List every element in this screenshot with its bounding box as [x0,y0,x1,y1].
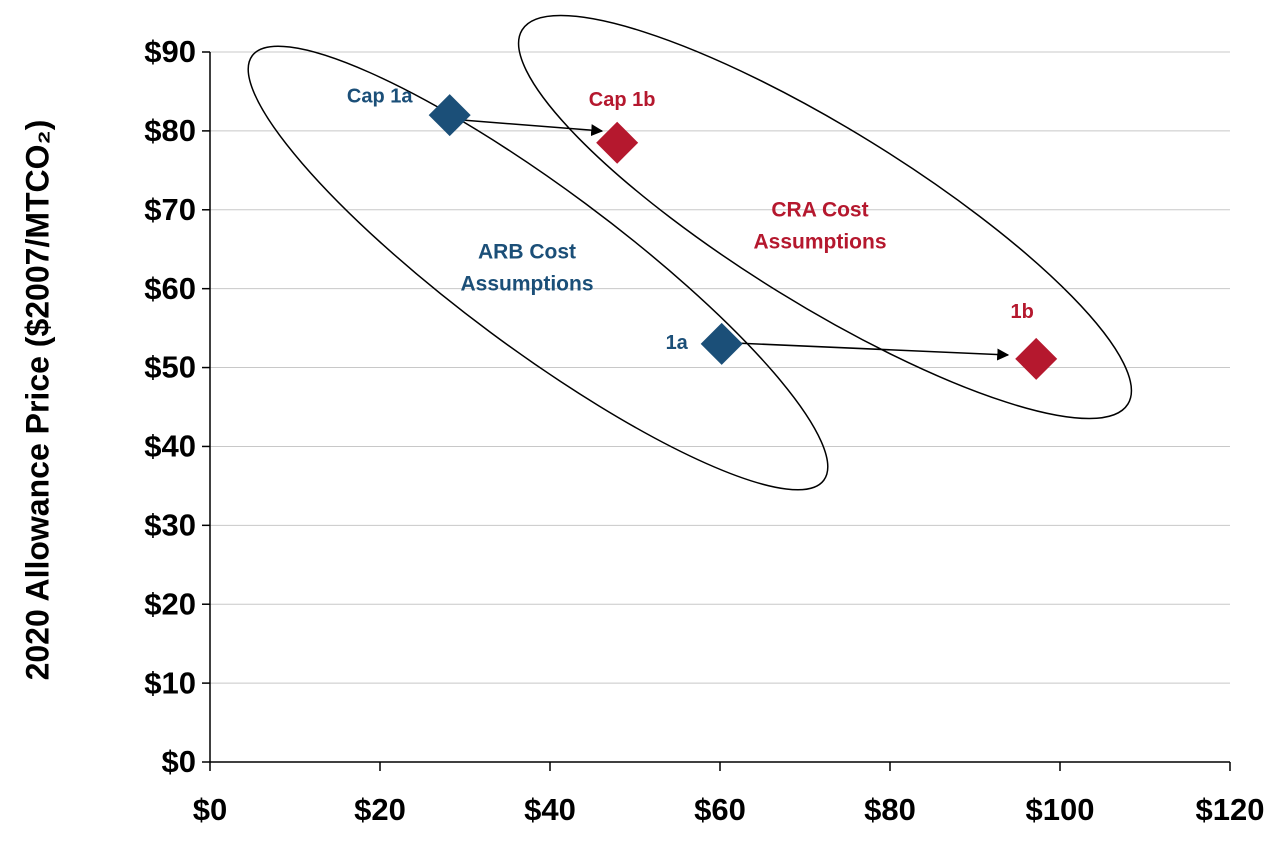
x-tick-label: $20 [354,792,406,827]
x-tick-label: $120 [1196,792,1265,827]
annotation: CRA Cost [771,199,868,222]
y-tick-label: $70 [144,192,196,227]
annotation: ARB Cost [478,241,576,264]
ellipse [247,45,829,491]
y-tick-label: $80 [144,113,196,148]
y-tick-label: $0 [162,744,196,779]
annotation: Assumptions [753,231,886,254]
ellipse [517,14,1133,420]
x-tick-label: $0 [193,792,227,827]
y-tick-label: $10 [144,665,196,700]
x-tick-label: $100 [1026,792,1095,827]
point [596,121,639,164]
point [700,322,743,365]
y-axis-label: 2020 Allowance Price ($2007/MTCO₂) [19,120,55,681]
point [428,94,471,137]
x-tick-label: $40 [524,792,576,827]
x-tick-label: $60 [694,792,746,827]
point-label: 1a [666,332,689,354]
y-tick-label: $20 [144,586,196,621]
point-label: 1b [1011,301,1034,323]
y-tick-label: $40 [144,429,196,464]
point [1015,337,1058,380]
point-label: Cap 1a [347,85,413,107]
y-tick-label: $50 [144,350,196,385]
arrow [734,342,1010,361]
point-label: Cap 1b [589,89,656,111]
x-tick-label: $80 [864,792,916,827]
arrow [461,119,604,137]
y-tick-label: $90 [144,34,196,69]
annotation: Assumptions [460,273,593,296]
y-tick-label: $30 [144,508,196,543]
y-tick-label: $60 [144,271,196,306]
